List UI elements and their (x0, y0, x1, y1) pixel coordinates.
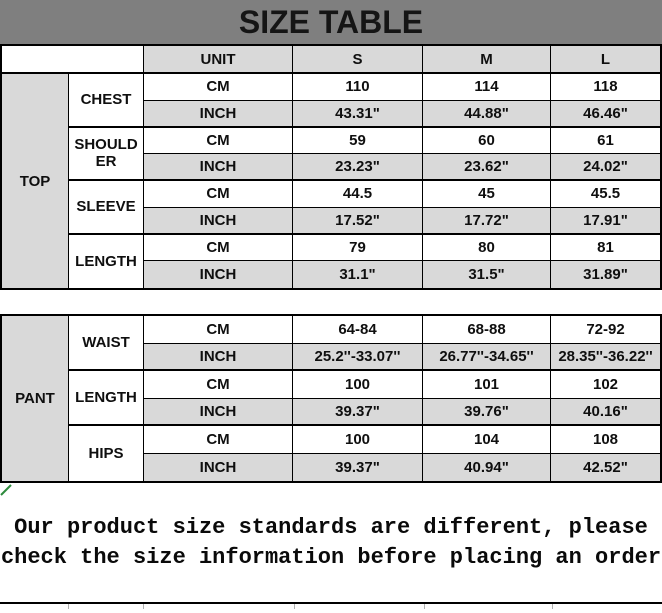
value-cell: 24.02" (551, 154, 660, 181)
value-cell: 44.88" (423, 100, 551, 128)
gridline-tick (552, 604, 553, 609)
size-header-m: M (423, 46, 551, 74)
value-cell: 101 (423, 371, 551, 399)
value-cell: 25.2''-33.07'' (293, 343, 423, 371)
value-cell: 44.5 (293, 181, 423, 208)
value-cell: 45.5 (551, 181, 660, 208)
unit-cell: CM (144, 127, 293, 155)
unit-cell: INCH (144, 100, 293, 128)
value-cell: 68-88 (423, 316, 551, 344)
row-label-length: LENGTH (69, 234, 144, 288)
value-cell: 23.23" (293, 154, 423, 181)
title-bar: SIZE TABLE (0, 0, 662, 44)
value-cell: 64-84 (293, 316, 423, 344)
gridline-tick (294, 604, 295, 609)
unit-cell: CM (144, 181, 293, 208)
gridline-tick (68, 604, 69, 609)
gridline-tick (143, 604, 144, 609)
unit-cell: CM (144, 371, 293, 399)
value-cell: 23.62" (423, 154, 551, 181)
value-cell: 28.35''-36.22'' (551, 343, 660, 371)
value-cell: 104 (423, 426, 551, 454)
value-cell: 100 (293, 426, 423, 454)
unit-header-cell: UNIT (144, 46, 293, 74)
unit-cell: CM (144, 234, 293, 262)
row-label-waist: WAIST (69, 316, 144, 371)
value-cell: 79 (293, 234, 423, 262)
unit-cell: CM (144, 316, 293, 344)
value-cell: 59 (293, 127, 423, 155)
value-cell: 39.37" (293, 453, 423, 481)
row-label-hips: HIPS (69, 426, 144, 481)
unit-cell: CM (144, 74, 293, 101)
unit-cell: INCH (144, 343, 293, 371)
row-label-shoulder: SHOULDER (69, 127, 144, 181)
cell-corner-marker-icon (0, 484, 12, 496)
value-cell: 102 (551, 371, 660, 399)
unit-cell: CM (144, 426, 293, 454)
value-cell: 118 (551, 74, 660, 101)
size-table-top: UNIT S M L TOP CHEST CM 110 114 118 INCH… (0, 44, 662, 290)
value-cell: 17.52" (293, 207, 423, 235)
value-cell: 110 (293, 74, 423, 101)
value-cell: 60 (423, 127, 551, 155)
row-label-sleeve: SLEEVE (69, 181, 144, 235)
value-cell: 72-92 (551, 316, 660, 344)
value-cell: 100 (293, 371, 423, 399)
value-cell: 61 (551, 127, 660, 155)
category-cell-top: TOP (2, 74, 69, 288)
note-text: Our product size standards are different… (0, 483, 662, 604)
value-cell: 17.91" (551, 207, 660, 235)
note-line-2: check the size information before placin… (0, 544, 662, 570)
size-header-s: S (293, 46, 423, 74)
value-cell: 42.52" (551, 453, 660, 481)
category-cell-pant: PANT (2, 316, 69, 481)
value-cell: 39.37" (293, 398, 423, 426)
value-cell: 108 (551, 426, 660, 454)
value-cell: 80 (423, 234, 551, 262)
value-cell: 40.94" (423, 453, 551, 481)
value-cell: 46.46" (551, 100, 660, 128)
value-cell: 31.89" (551, 261, 660, 288)
unit-cell: INCH (144, 207, 293, 235)
value-cell: 17.72" (423, 207, 551, 235)
size-header-l: L (551, 46, 660, 74)
value-cell: 114 (423, 74, 551, 101)
value-cell: 31.1" (293, 261, 423, 288)
gridline-tick (424, 604, 425, 609)
note-line-1: Our product size standards are different… (14, 514, 648, 540)
value-cell: 81 (551, 234, 660, 262)
unit-cell: INCH (144, 261, 293, 288)
row-label-pant-length: LENGTH (69, 371, 144, 426)
value-cell: 26.77''-34.65'' (423, 343, 551, 371)
unit-cell: INCH (144, 154, 293, 181)
value-cell: 39.76" (423, 398, 551, 426)
corner-cell (2, 46, 144, 74)
value-cell: 43.31" (293, 100, 423, 128)
unit-cell: INCH (144, 453, 293, 481)
row-label-chest: CHEST (69, 74, 144, 128)
value-cell: 45 (423, 181, 551, 208)
unit-cell: INCH (144, 398, 293, 426)
value-cell: 31.5" (423, 261, 551, 288)
page-title: SIZE TABLE (238, 3, 424, 40)
size-table-pant: PANT WAIST CM 64-84 68-88 72-92 INCH 25.… (0, 314, 662, 483)
value-cell: 40.16" (551, 398, 660, 426)
